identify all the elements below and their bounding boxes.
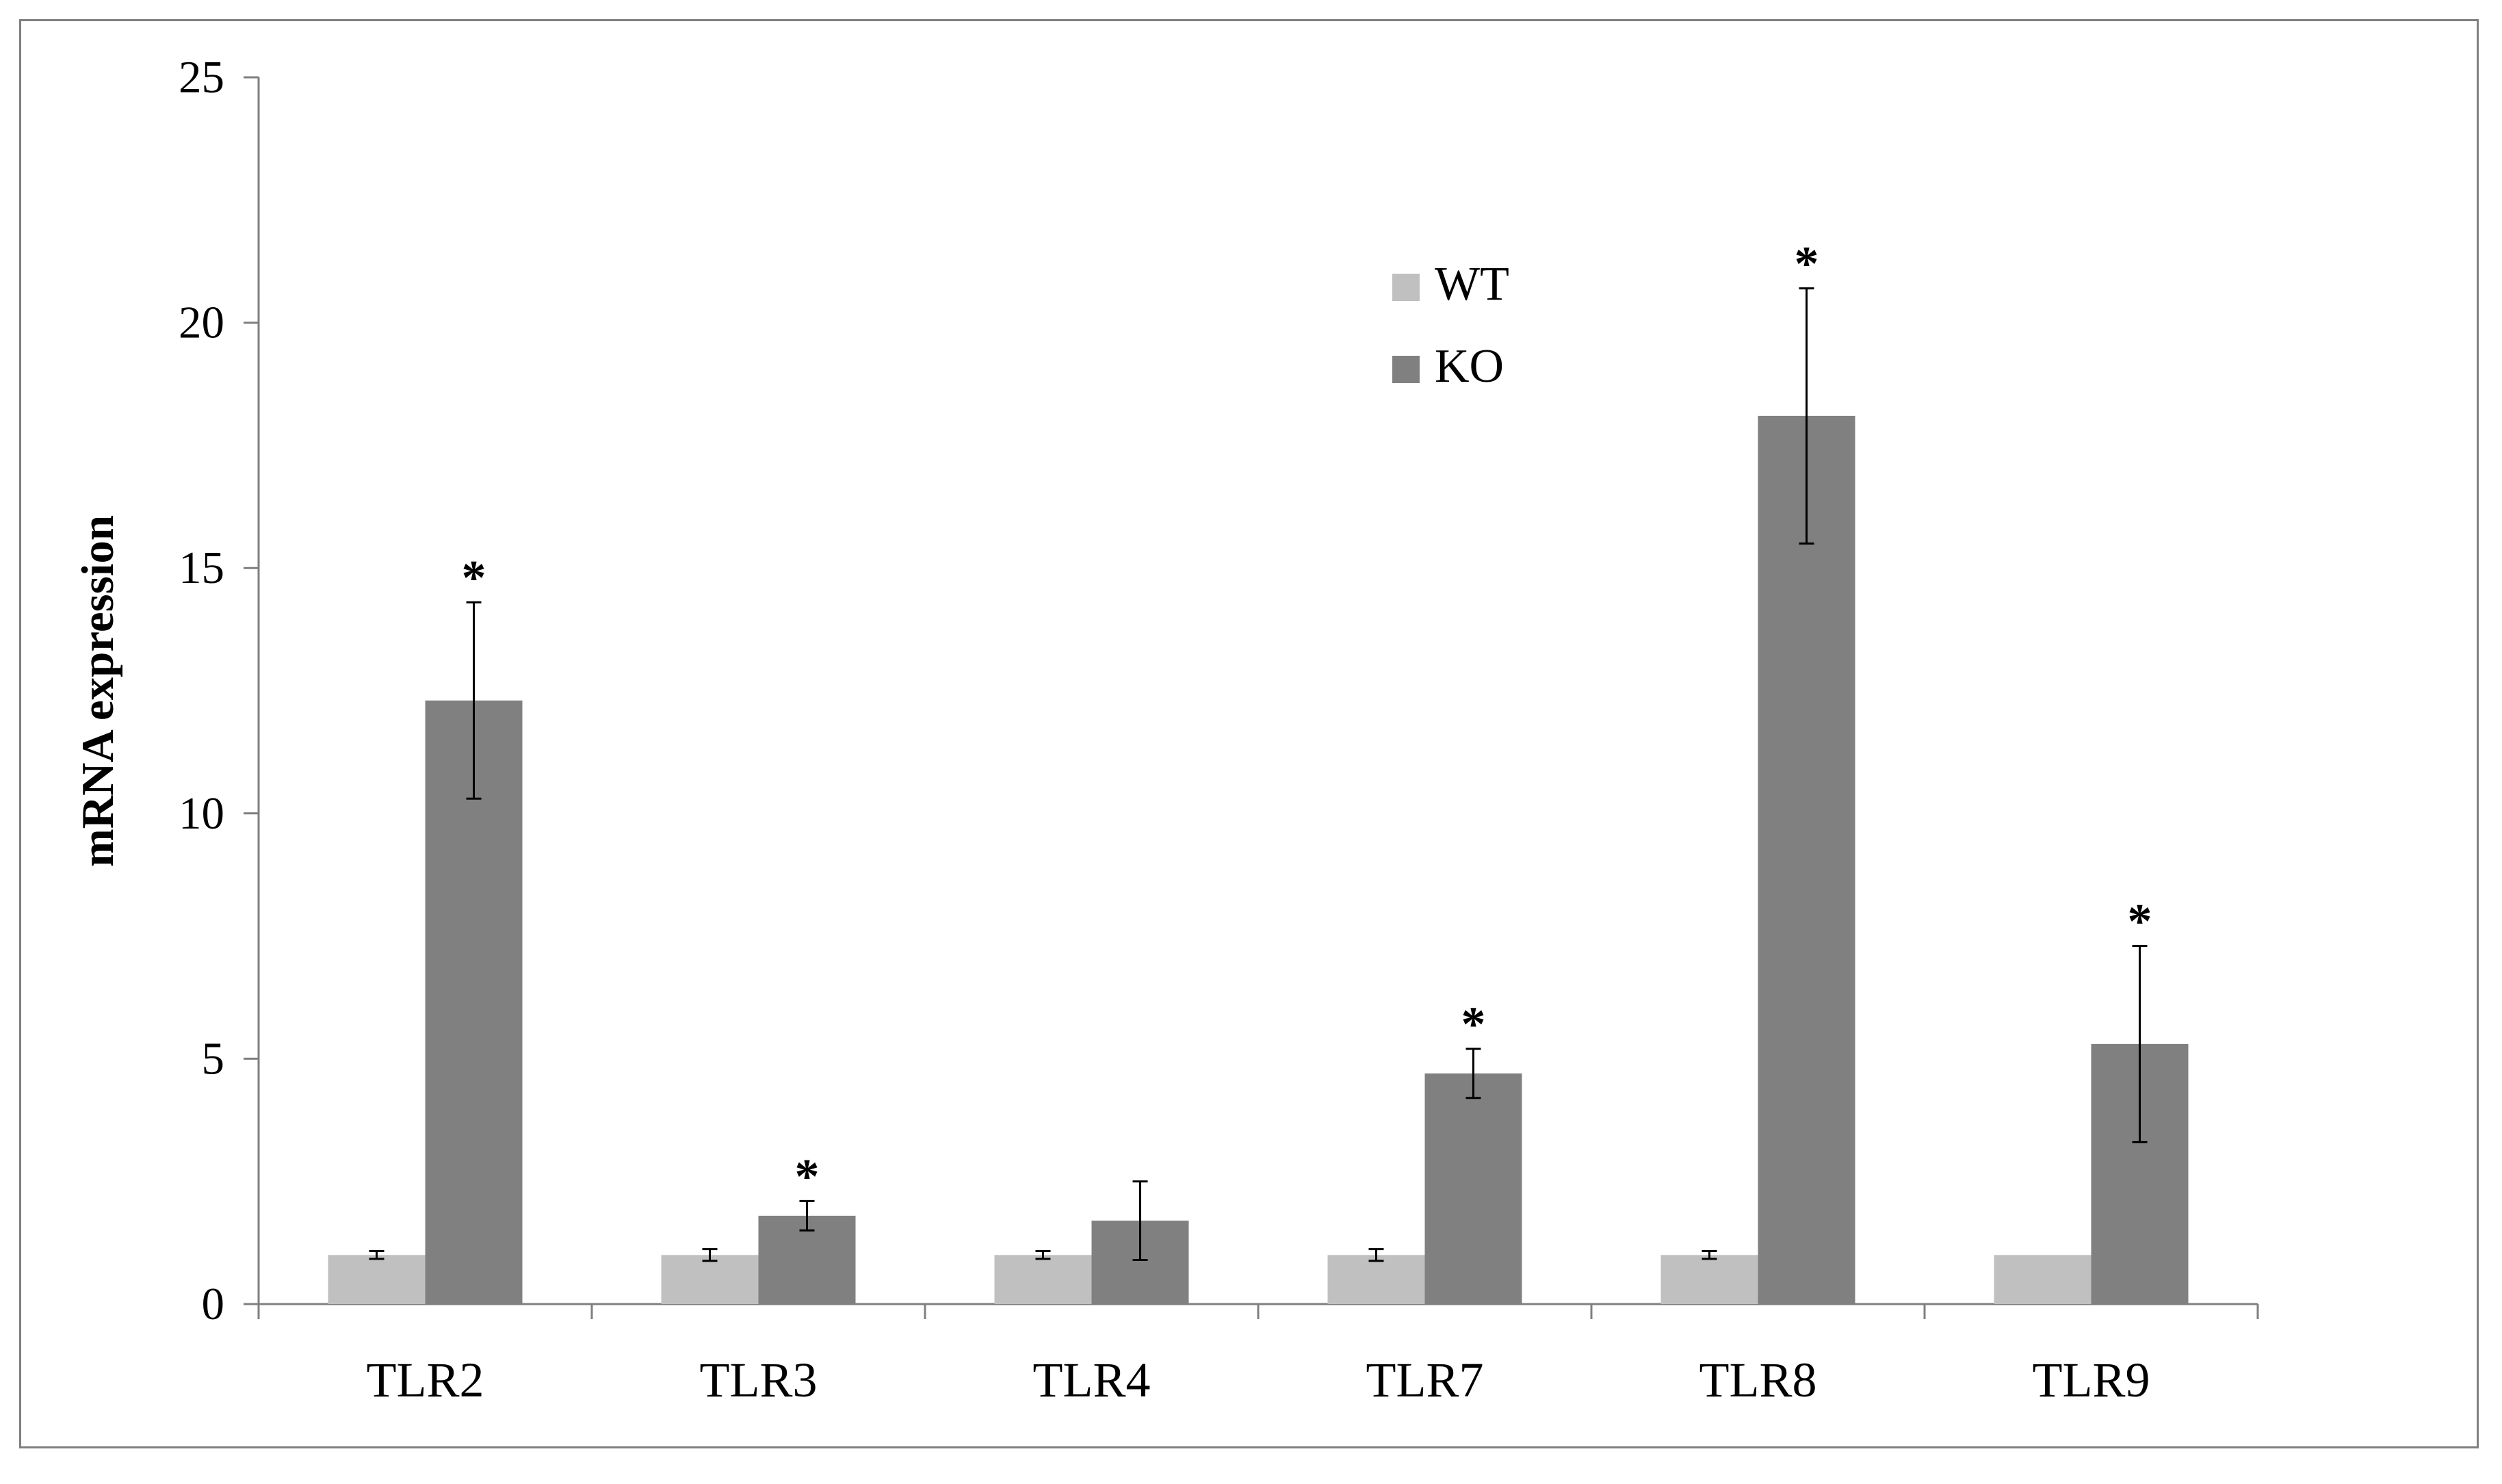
bar-wt-tlr9 [1994, 1255, 2091, 1304]
bar-wt-tlr7 [1327, 1255, 1425, 1304]
bar-ko-tlr8 [1758, 415, 1855, 1305]
x-tick-label: TLR8 [1699, 1353, 1817, 1407]
x-tick-label: TLR9 [2033, 1353, 2150, 1407]
x-tick-label: TLR2 [367, 1353, 484, 1407]
significance-star: * [1461, 997, 1486, 1052]
y-axis: 0 5 10 15 20 25 [179, 52, 260, 1329]
legend-swatch-wt [1392, 274, 1420, 301]
bar-ko-tlr2 [425, 700, 523, 1304]
bar-wt-tlr8 [1660, 1255, 1758, 1304]
y-tick-label: 15 [179, 543, 224, 593]
legend-swatch-ko [1392, 356, 1420, 383]
error-bars [369, 287, 2148, 1262]
significance-star: * [462, 550, 486, 605]
x-tick-label: TLR7 [1366, 1353, 1484, 1407]
y-axis-title: mRNA expression [73, 515, 123, 867]
legend-label-wt: WT [1435, 258, 1509, 311]
significance-star: * [2128, 894, 2152, 948]
bar-wt-tlr3 [661, 1255, 759, 1304]
y-tick-label: 25 [179, 52, 224, 103]
significance-star: * [1795, 236, 1819, 291]
legend-label-ko: KO [1435, 340, 1504, 393]
significance-star: * [795, 1149, 820, 1203]
x-axis: TLR2 TLR3 TLR4 TLR7 TLR8 TLR9 [257, 1303, 2259, 1407]
y-tick-label: 0 [202, 1279, 225, 1329]
x-tick-label: TLR4 [1033, 1353, 1151, 1407]
bar-wt-tlr4 [994, 1255, 1092, 1304]
bars [328, 415, 2189, 1305]
bar-ko-tlr7 [1424, 1073, 1522, 1304]
bar-wt-tlr2 [328, 1255, 426, 1304]
y-tick-label: 5 [202, 1033, 225, 1084]
y-tick-label: 10 [179, 788, 224, 839]
x-tick-label: TLR3 [700, 1353, 818, 1407]
significance-markers: * * * * * [462, 236, 2152, 1203]
y-tick-label: 20 [179, 298, 224, 348]
legend: WT KO [1392, 258, 1509, 393]
